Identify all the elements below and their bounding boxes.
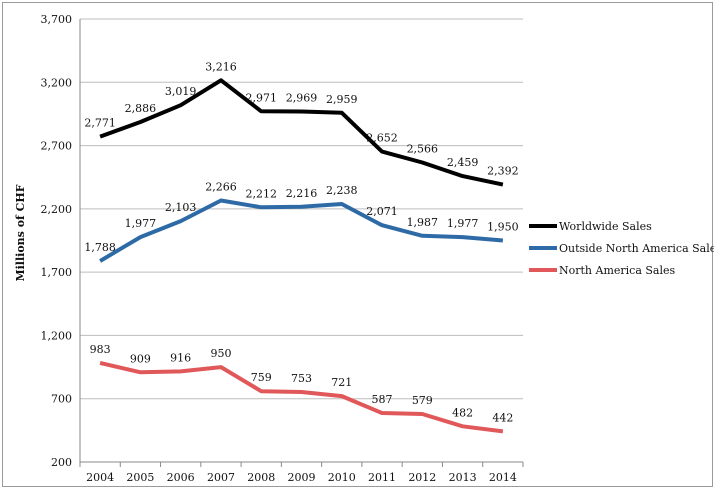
y-tick-label: 700	[51, 393, 72, 406]
legend-label-2: Outside North America Sales	[559, 242, 714, 255]
data-label: 950	[210, 347, 231, 360]
x-tick-label: 2009	[288, 471, 316, 484]
data-label: 3,019	[165, 85, 197, 98]
x-tick-label: 2014	[489, 471, 517, 484]
x-axis: 2004 2005 2006 2007 2008 2009 2010 2011 2012 2013…	[79, 462, 524, 484]
y-tick-label: 1,200	[41, 329, 73, 342]
data-label: 1,950	[487, 221, 519, 234]
y-tick-label: 3,700	[41, 13, 73, 26]
data-label: 482	[452, 406, 473, 419]
y-tick-label: 1,700	[41, 266, 73, 279]
data-labels: 2,771 2,886 3,019 3,216 2,971 2,969 2,959 2,652…	[84, 60, 518, 424]
data-label: 2,459	[447, 156, 479, 169]
data-label: 759	[251, 371, 272, 384]
y-axis-label: Millions of CHF	[14, 184, 27, 281]
x-tick-label: 2007	[207, 471, 235, 484]
x-tick-label: 2006	[167, 471, 195, 484]
y-axis: 200 700 1,200 1,700 2,200 2,700 3,200 3,700	[41, 13, 81, 469]
data-label: 916	[170, 351, 191, 364]
data-label: 2,216	[286, 187, 318, 200]
line-chart: 200 700 1,200 1,700 2,200 2,700 3,200 3,700 200…	[14, 13, 717, 484]
data-label: 2,886	[125, 102, 157, 115]
data-label: 2,971	[245, 91, 277, 104]
legend-label-3: North America Sales	[559, 264, 676, 277]
data-label: 2,566	[407, 143, 439, 156]
data-label: 2,071	[366, 205, 398, 218]
x-tick-label: 2005	[126, 471, 154, 484]
x-tick-label: 2010	[328, 471, 356, 484]
series-line-3	[99, 360, 504, 434]
legend: Worldwide Sales Outside North America Sal…	[529, 220, 717, 277]
data-label: 2,771	[84, 117, 116, 130]
x-tick-label: 2008	[247, 471, 275, 484]
data-label: 579	[412, 394, 433, 407]
data-label: 587	[372, 393, 393, 406]
y-tick-label: 200	[51, 456, 72, 469]
data-label: 2,266	[205, 181, 237, 194]
x-tick-label: 2004	[86, 471, 114, 484]
data-label: 1,977	[125, 217, 157, 230]
y-tick-label: 3,200	[41, 76, 73, 89]
data-label: 2,969	[286, 92, 318, 105]
data-label: 2,959	[326, 93, 358, 106]
y-tick-label: 2,200	[41, 203, 73, 216]
data-label: 3,216	[205, 60, 237, 73]
data-label: 2,238	[326, 184, 358, 197]
x-tick-label: 2013	[449, 471, 477, 484]
x-tick-label: 2012	[408, 471, 436, 484]
data-label: 753	[291, 372, 312, 385]
gridlines	[80, 18, 523, 463]
data-label: 983	[90, 343, 111, 356]
y-tick-label: 2,700	[41, 140, 73, 153]
series-line-1	[99, 78, 504, 187]
data-label: 2,652	[366, 132, 398, 145]
data-label: 721	[331, 376, 352, 389]
data-label: 1,977	[447, 217, 479, 230]
data-label: 2,103	[165, 201, 197, 214]
data-label: 2,392	[487, 165, 519, 178]
series-line-2	[99, 198, 504, 263]
series-lines	[99, 78, 504, 434]
data-label: 2,212	[245, 187, 277, 200]
data-label: 909	[130, 352, 151, 365]
data-label: 442	[492, 411, 513, 424]
x-tick-label: 2011	[368, 471, 396, 484]
data-label: 1,987	[407, 216, 439, 229]
legend-label-1: Worldwide Sales	[559, 220, 652, 233]
data-label: 1,788	[84, 241, 116, 254]
